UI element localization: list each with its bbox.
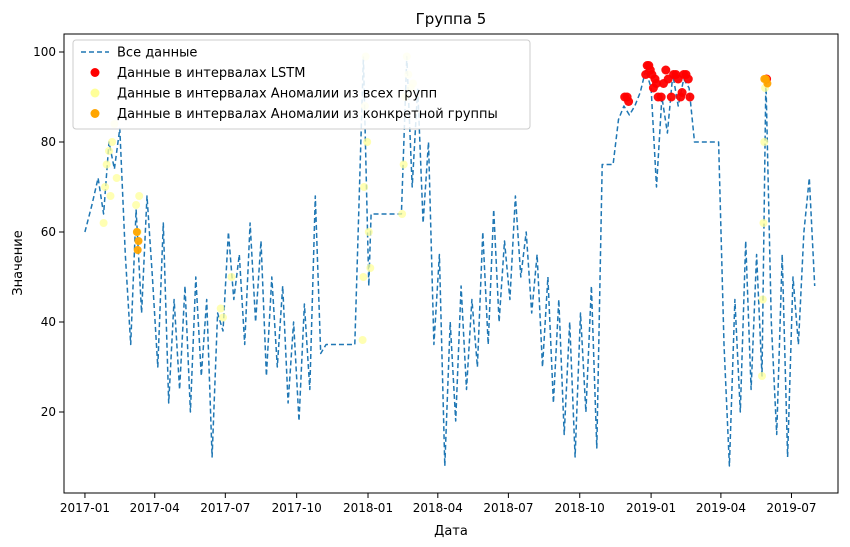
all-groups-anomaly-point xyxy=(758,372,766,380)
all-groups-anomaly-point xyxy=(366,264,375,272)
y-tick-label: 80 xyxy=(41,135,56,149)
legend-swatch-dot xyxy=(90,109,100,118)
legend-label: Все данные xyxy=(117,46,197,61)
all-groups-anomaly-point xyxy=(399,160,408,169)
all-groups-anomaly-point xyxy=(108,138,117,146)
x-tick-label: 2018-07 xyxy=(483,501,533,515)
lstm-point xyxy=(677,88,687,97)
all-groups-anomaly-point xyxy=(758,295,767,304)
all-groups-anomaly-point xyxy=(132,201,141,209)
x-tick-label: 2017-01 xyxy=(60,501,110,515)
x-tick-label: 2019-04 xyxy=(696,501,746,515)
legend-swatch-dot xyxy=(90,68,100,77)
all-groups-anomaly-point xyxy=(760,138,769,146)
chart-title: Группа 5 xyxy=(416,10,487,28)
lstm-point xyxy=(624,97,634,106)
legend-label: Данные в интервалах Аномалии из всех гру… xyxy=(117,87,437,102)
x-axis: 2017-01 2017-04 2017-07 2017-10 2018-01 2018-… xyxy=(60,493,817,515)
series-line-all-data xyxy=(84,55,816,467)
y-tick-label: 100 xyxy=(33,45,56,59)
lstm-point xyxy=(656,92,666,102)
x-axis-title: Дата xyxy=(434,524,468,539)
y-tick-label: 40 xyxy=(41,315,56,329)
group-anomaly-point xyxy=(133,246,142,254)
all-groups-anomaly-point xyxy=(99,219,108,227)
x-tick-label: 2017-10 xyxy=(272,501,322,515)
legend-label: Данные в интервалах Аномалии из конкретн… xyxy=(117,107,498,122)
all-groups-anomaly-point xyxy=(759,219,768,227)
x-tick-label: 2019-07 xyxy=(766,501,816,515)
legend-label: Данные в интервалах LSTM xyxy=(117,66,305,81)
all-groups-anomaly-point xyxy=(106,192,115,200)
lstm-point xyxy=(683,74,693,84)
x-tick-label: 2017-04 xyxy=(130,501,180,515)
all-groups-anomaly-point xyxy=(216,304,225,313)
lstm-point xyxy=(666,92,676,102)
all-groups-anomaly-point xyxy=(112,174,121,182)
group-anomaly-point xyxy=(134,237,143,245)
group-anomaly-point xyxy=(763,79,772,88)
y-tick-label: 60 xyxy=(41,225,56,239)
axes-frame xyxy=(63,33,839,494)
lstm-point xyxy=(685,92,695,102)
all-groups-anomaly-point xyxy=(219,313,227,322)
legend-box xyxy=(72,39,531,130)
all-groups-anomaly-point xyxy=(363,138,372,146)
y-axis: 20 40 60 80 100 xyxy=(33,45,64,419)
all-groups-anomaly-point xyxy=(360,183,369,191)
all-groups-anomaly-point xyxy=(359,273,368,281)
x-tick-label: 2019-01 xyxy=(626,501,676,515)
x-tick-label: 2018-04 xyxy=(413,501,463,515)
y-tick-label: 20 xyxy=(41,405,56,419)
all-groups-anomaly-point xyxy=(135,192,144,200)
x-tick-label: 2018-01 xyxy=(343,501,393,515)
all-groups-anomaly-point xyxy=(101,183,110,191)
all-groups-anomaly-point xyxy=(358,336,367,344)
lstm-point xyxy=(652,79,661,88)
legend: Все данные Данные в интервалах LSTM Данные… xyxy=(72,39,531,130)
all-groups-anomaly-point xyxy=(105,147,113,155)
y-axis-title: Значение xyxy=(11,230,26,295)
lstm-point xyxy=(661,65,671,75)
x-tick-label: 2017-07 xyxy=(200,501,250,515)
x-tick-label: 2018-10 xyxy=(555,501,605,515)
all-groups-anomaly-point xyxy=(364,228,373,236)
legend-swatch-dot xyxy=(90,88,100,98)
all-groups-anomaly-point xyxy=(102,160,111,169)
all-groups-anomaly-point xyxy=(227,273,236,281)
group-anomaly-point xyxy=(132,228,141,236)
all-groups-anomaly-point xyxy=(398,210,407,218)
